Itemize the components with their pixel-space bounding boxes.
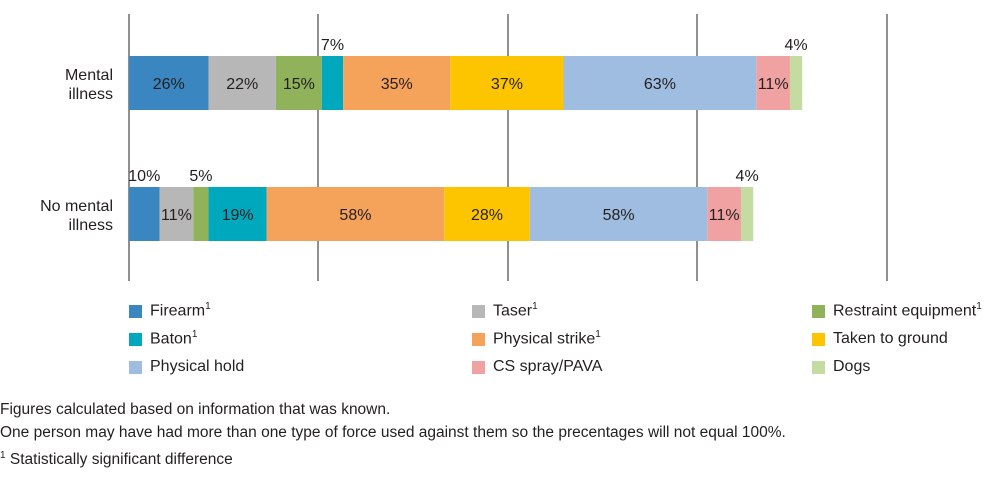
bar-no-mental-illness-cs-spray-pava — [707, 187, 741, 241]
legend-item-restraint-equipment: Restraint equipment1 — [812, 300, 982, 322]
bar-mental-illness-physical-strike — [343, 56, 451, 110]
footnotes: Figures calculated based on information … — [0, 398, 786, 471]
legend-item-cs-spray-pava: CS spray/PAVA — [472, 356, 602, 378]
legend-label-taser: Taser1 — [493, 301, 538, 320]
legend-swatch-physical-strike — [472, 332, 485, 346]
data-label-no-mental-illness-baton: 19% — [222, 207, 254, 224]
legend-swatch-restraint-equipment — [812, 304, 825, 318]
legend-swatch-baton — [129, 332, 142, 346]
legend-swatch-firearm — [129, 304, 142, 318]
footnote-marker: 1 — [0, 450, 6, 461]
legend-label-physical-strike: Physical strike1 — [493, 329, 601, 348]
legend-item-firearm: Firearm1 — [129, 300, 211, 322]
bar-mental-illness-physical-hold — [563, 56, 757, 110]
legend-item-physical-strike: Physical strike1 — [472, 328, 601, 350]
data-label-no-mental-illness-physical-hold: 58% — [603, 207, 635, 224]
data-label-mental-illness-firearm: 26% — [153, 76, 185, 93]
data-label-no-mental-illness-firearm: 10% — [128, 168, 160, 185]
legend-label-taken-to-ground: Taken to ground — [833, 330, 948, 347]
legend-label-firearm: Firearm1 — [150, 301, 211, 320]
legend-item-taser: Taser1 — [472, 300, 538, 322]
footnote-percentages: One person may have had more than one ty… — [0, 424, 786, 441]
bar-mental-illness-dogs — [789, 56, 803, 110]
data-label-no-mental-illness-dogs: 4% — [736, 168, 759, 185]
legend-swatch-dogs — [812, 360, 825, 374]
bar-no-mental-illness-baton — [208, 187, 267, 241]
legend-item-baton: Baton1 — [129, 328, 197, 350]
data-label-mental-illness-cs-spray-pava: 11% — [758, 76, 789, 93]
data-label-mental-illness-baton: 7% — [321, 37, 344, 54]
data-label-no-mental-illness-cs-spray-pava: 11% — [709, 207, 740, 224]
bar-no-mental-illness-taken-to-ground — [444, 187, 530, 241]
legend-swatch-taser — [472, 304, 485, 318]
legend-item-dogs: Dogs — [812, 356, 870, 378]
category-label-mental-illness: Mental illness — [65, 67, 113, 103]
footnote-significance: 1 Statistically significant difference — [0, 444, 786, 471]
legend-label-physical-hold: Physical hold — [150, 358, 245, 375]
bar-mental-illness-firearm — [129, 56, 209, 110]
legend-label-restraint-equipment: Restraint equipment1 — [833, 301, 982, 320]
legend-swatch-cs-spray-pava — [472, 360, 485, 374]
footnote-significance-text: Statistically significant difference — [5, 451, 233, 469]
data-label-no-mental-illness-taser: 11% — [161, 207, 192, 224]
bar-mental-illness-restraint-equipment — [275, 56, 322, 110]
data-label-mental-illness-taser: 22% — [226, 76, 258, 93]
bar-mental-illness-taser — [208, 56, 276, 110]
bar-no-mental-illness-dogs — [741, 187, 754, 241]
bar-mental-illness-taken-to-ground — [450, 56, 564, 110]
legend-label-baton: Baton1 — [150, 329, 198, 348]
data-label-no-mental-illness-restraint-equipment: 5% — [189, 168, 212, 185]
category-label-no-mental-illness: No mental illness — [40, 198, 113, 234]
legend-item-physical-hold: Physical hold — [129, 356, 244, 378]
data-label-no-mental-illness-taken-to-ground: 28% — [471, 207, 503, 224]
legend-label-cs-spray-pava: CS spray/PAVA — [493, 358, 603, 375]
data-label-mental-illness-physical-hold: 63% — [644, 76, 676, 93]
data-label-mental-illness-restraint-equipment: 15% — [283, 76, 315, 93]
bar-no-mental-illness-physical-strike — [266, 187, 445, 241]
bar-no-mental-illness-firearm — [129, 187, 160, 241]
legend-swatch-physical-hold — [129, 360, 142, 374]
data-label-mental-illness-taken-to-ground: 37% — [491, 76, 523, 93]
bar-no-mental-illness-taser — [159, 187, 194, 241]
legend-label-dogs: Dogs — [833, 358, 871, 375]
bar-mental-illness-cs-spray-pava — [756, 56, 790, 110]
bar-no-mental-illness-restraint-equipment — [193, 187, 209, 241]
footnote-known-info: Figures calculated based on information … — [0, 401, 391, 418]
data-label-no-mental-illness-physical-strike: 58% — [339, 207, 371, 224]
stacked-bar-chart: Mental illness 26% 22% 15% 7% 35% 37% 63% 11% 4% No… — [40, 14, 888, 281]
bar-no-mental-illness-physical-hold — [529, 187, 708, 241]
legend-swatch-taken-to-ground — [812, 332, 825, 346]
bar-mental-illness-baton — [321, 56, 344, 110]
data-label-mental-illness-physical-strike: 35% — [381, 76, 413, 93]
data-label-mental-illness-dogs: 4% — [785, 37, 808, 54]
legend-item-taken-to-ground: Taken to ground — [812, 328, 948, 350]
